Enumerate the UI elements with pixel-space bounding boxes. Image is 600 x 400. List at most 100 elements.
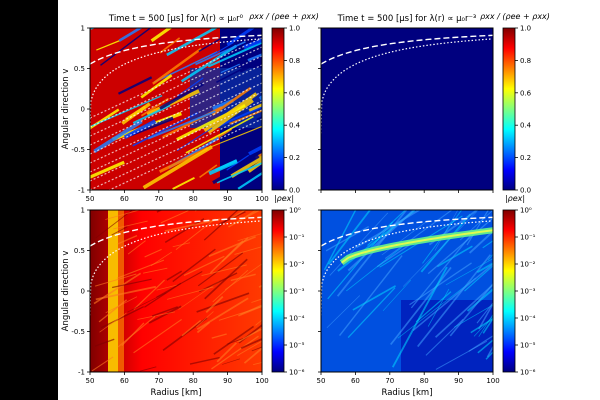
heatmap-streak [436,245,473,268]
heatmap-streak [210,125,262,148]
panel-2: Time t = 500 [μs] for λ(r) ∝ μ₀r⁻³ 0.0 0.2… [318,12,550,195]
heatmap-streak [196,321,211,334]
colorbar-tick-label: 0.8 [289,57,300,65]
heatmap-streak [237,171,262,190]
colorbar-tick-label: 10⁻⁵ [289,342,305,350]
heatmap [90,28,262,190]
heatmap-streak [121,102,151,125]
colorbar: 10⁰ 10⁻¹ 10⁻² 10⁻³ 10⁻⁴ 10⁻⁵ 10⁻⁶ |ρex| [271,194,305,377]
heatmap-streak [147,110,216,140]
x-tick-label: 100 [255,195,268,203]
heatmap-streak [176,127,213,152]
heatmap-streak [237,233,262,242]
heatmap-streak [148,305,182,324]
heatmap-streak [204,258,248,300]
x-tick-label: 90 [454,377,463,385]
heatmap-streak [172,242,191,248]
colorbar-tick-label: 10⁻⁶ [520,369,536,377]
colorbar-tick-label: 10⁻¹ [520,234,536,242]
x-tick-label: 100 [486,377,499,385]
heatmap-streak [93,119,143,153]
heatmap [321,28,493,190]
x-axis-label: Radius [km] [150,388,201,398]
heatmap-streak [216,57,262,83]
colorbar: 0.0 0.2 0.4 0.6 0.8 1.0 ρxx / (ρee + ρxx) [480,12,550,195]
heatmap-streak [100,306,144,329]
heatmap-streak [230,273,256,282]
heatmap-streak [181,319,202,337]
heatmap-streak [91,94,163,127]
heatmap-streak [422,210,463,264]
heatmap-streak [164,218,221,232]
heatmap-streak [151,306,178,317]
x-tick-label: 70 [385,377,394,385]
colorbar-gradient [502,27,516,191]
x-tick-label: 70 [154,195,163,203]
heatmap-streak [449,282,493,337]
colorbar-tick-label: 0.6 [520,89,532,97]
heatmap-streak [255,319,262,326]
heatmap-streak [172,248,216,283]
heatmap-streak [144,248,162,258]
y-axis-label: Angular direction v [61,69,71,150]
heatmap-streak [466,210,490,246]
colorbar-tick-label: 10⁻⁴ [520,315,536,323]
heatmap-streak [476,262,493,274]
heatmap-streak [470,317,493,334]
heatmap-streak [159,82,204,110]
heatmap-streak [218,306,262,321]
heatmap-streak [226,154,250,171]
heatmap-streak [159,37,181,54]
heatmap-streak [127,292,167,313]
x-tick-label: 50 [86,377,95,385]
heatmap-streak [166,28,219,57]
heatmap-streak [189,356,220,365]
x-tick-label: 60 [351,377,360,385]
heatmap-streak [117,76,153,95]
heatmap-streak [468,335,493,352]
x-axis-label: Radius [km] [381,388,432,398]
heatmap-bright-band [118,210,124,372]
colorbar-tick-label: 10⁻² [289,261,305,269]
heatmap-streak [482,240,493,249]
colorbar-tick-label: 0.2 [289,154,300,162]
heatmap-streak [210,42,234,57]
heatmap-streak [98,299,128,323]
heatmap-streak [207,41,262,68]
heatmap-streak [230,210,247,220]
colorbar-label: ρxx / (ρee + ρxx) [480,12,550,21]
y-tick-label: 1 [81,207,85,215]
heatmap-streak [94,273,137,287]
heatmap-streak [95,285,157,301]
heatmap-streak [205,295,224,313]
colorbar-tick-label: 0.0 [520,187,531,195]
colorbar-label: ρxx / (ρee + ρxx) [249,12,319,21]
heatmap-streak [427,288,450,327]
x-tick-label: 70 [154,377,163,385]
heatmap-streak [142,267,168,274]
colorbar-tick-label: 10⁻¹ [289,234,305,242]
y-tick-label: 1 [81,25,85,33]
heatmap-streak [243,38,262,49]
plot-title: Time t = 500 [μs] for λ(r) ∝ μ₀r⁻³ [337,14,477,24]
heatmap-streak [127,240,146,255]
heatmap-streak [445,258,493,286]
heatmap-streak [417,254,492,348]
colorbar-gradient [271,27,285,191]
heatmap-streak [248,145,262,156]
heatmap-streak [113,220,148,230]
heatmap-streak [211,86,252,116]
colorbar: 0.0 0.2 0.4 0.6 0.8 1.0 ρxx / (ρee + ρxx) [249,12,319,195]
colorbar-label: |ρex| [505,194,525,203]
heatmap-streak [230,155,262,178]
heatmap-streak [121,322,145,347]
heatmap-streak [382,280,411,312]
heatmap-streak [96,40,120,51]
heatmap-streak [142,145,213,190]
heatmap-streak [172,176,195,190]
heatmap-streak [208,236,256,257]
heatmap-streak [220,63,240,74]
heatmap-streak [391,266,448,368]
heatmap-streak [464,265,493,292]
